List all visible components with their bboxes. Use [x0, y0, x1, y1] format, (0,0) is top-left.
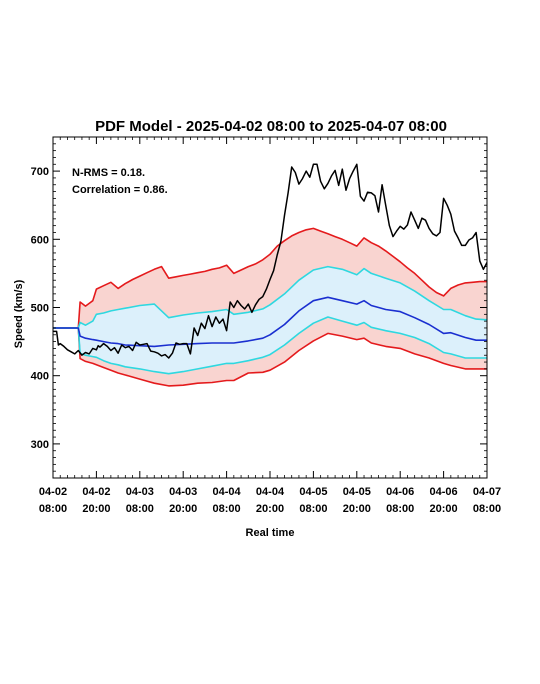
y-axis-label: Speed (km/s)	[13, 279, 25, 348]
x-tick-date: 04-02	[82, 486, 110, 498]
x-tick-date: 04-07	[473, 486, 501, 498]
x-axis-label: Real time	[246, 527, 295, 539]
axis-ticks: 300 400 500 600 700 04-02 08:00 04-02 20:00 04-03…	[31, 137, 501, 515]
y-tick-label: 600	[31, 234, 49, 246]
x-tick-date: 04-04	[256, 486, 285, 498]
x-tick-date: 04-02	[39, 486, 67, 498]
y-tick-label: 300	[31, 439, 49, 451]
y-tick-label: 700	[31, 166, 49, 178]
upper-outer-band-line	[53, 227, 487, 329]
nrms-annotation: N-RMS = 0.18.	[72, 167, 145, 179]
x-tick-time: 20:00	[343, 503, 371, 515]
y-tick-label: 400	[31, 371, 49, 383]
x-tick-date: 04-06	[386, 486, 414, 498]
upper-inner-band-line	[53, 265, 487, 329]
x-tick-time: 20:00	[256, 503, 284, 515]
band-fills	[53, 228, 487, 386]
x-tick-time: 08:00	[126, 503, 154, 515]
x-tick-date: 04-06	[430, 486, 458, 498]
plot-area	[53, 163, 487, 387]
x-tick-date: 04-05	[343, 486, 371, 498]
lower-outer-band-line	[53, 327, 487, 387]
y-tick-label: 500	[31, 303, 49, 315]
x-tick-time: 20:00	[430, 503, 458, 515]
x-tick-date: 04-04	[213, 486, 242, 498]
x-tick-time: 08:00	[213, 503, 241, 515]
x-tick-time: 08:00	[473, 503, 501, 515]
x-tick-time: 20:00	[169, 503, 197, 515]
correlation-annotation: Correlation = 0.86.	[72, 184, 168, 196]
x-tick-date: 04-05	[299, 486, 327, 498]
lower-inner-band-line	[53, 316, 487, 375]
chart-title: PDF Model - 2025-04-02 08:00 to 2025-04-…	[95, 118, 447, 135]
x-tick-time: 20:00	[82, 503, 110, 515]
median-line	[53, 296, 487, 348]
x-tick-time: 08:00	[39, 503, 67, 515]
x-tick-date: 04-03	[126, 486, 154, 498]
x-tick-time: 08:00	[386, 503, 414, 515]
inner-band-fill	[53, 266, 487, 374]
series-lines	[53, 163, 487, 387]
x-tick-time: 08:00	[299, 503, 327, 515]
observed-speed-line	[53, 163, 487, 359]
x-tick-date: 04-03	[169, 486, 197, 498]
